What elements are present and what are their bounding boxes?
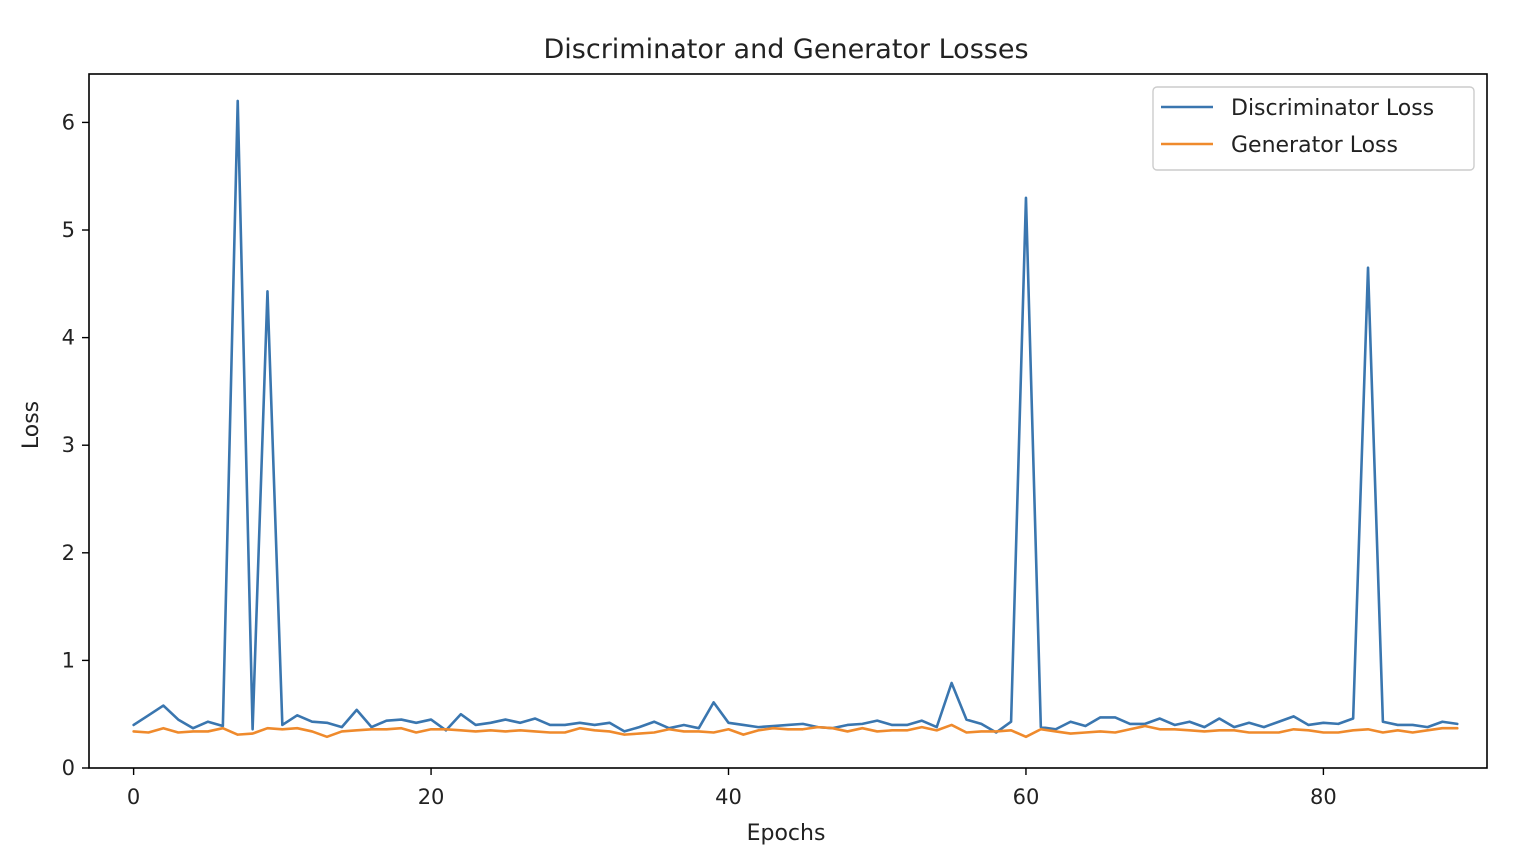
x-tick-label: 0 — [127, 785, 140, 809]
chart-title: Discriminator and Generator Losses — [543, 34, 1028, 65]
x-axis: 0 20 40 60 80 — [127, 768, 1337, 809]
legend-label: Generator Loss — [1231, 133, 1398, 158]
y-tick-label: 5 — [62, 218, 75, 242]
y-tick-label: 1 — [62, 648, 75, 672]
x-tick-label: 60 — [1013, 785, 1040, 809]
x-tick-label: 80 — [1310, 785, 1337, 809]
y-axis: 0 1 2 3 4 5 6 — [62, 110, 89, 780]
y-tick-label: 4 — [62, 326, 75, 350]
legend: Discriminator Loss Generator Loss — [1152, 86, 1475, 171]
legend-box — [1152, 86, 1475, 171]
y-tick-label: 3 — [62, 433, 75, 457]
legend-label: Discriminator Loss — [1231, 96, 1434, 121]
plot-frame — [88, 73, 1488, 769]
series-layer — [132, 99, 1459, 739]
series-line-generator-loss — [132, 723, 1459, 739]
plot-area: 0 1 2 3 4 5 6 0 20 40 60 80 — [62, 73, 1488, 809]
series-line-discriminator-loss — [132, 99, 1459, 734]
x-tick-label: 40 — [715, 785, 742, 809]
y-tick-label: 6 — [62, 110, 75, 134]
x-axis-label: Epochs — [747, 821, 826, 846]
x-tick-label: 20 — [418, 785, 445, 809]
y-tick-label: 2 — [62, 541, 75, 565]
y-axis-label: Loss — [19, 401, 44, 449]
y-tick-label: 0 — [62, 756, 75, 780]
